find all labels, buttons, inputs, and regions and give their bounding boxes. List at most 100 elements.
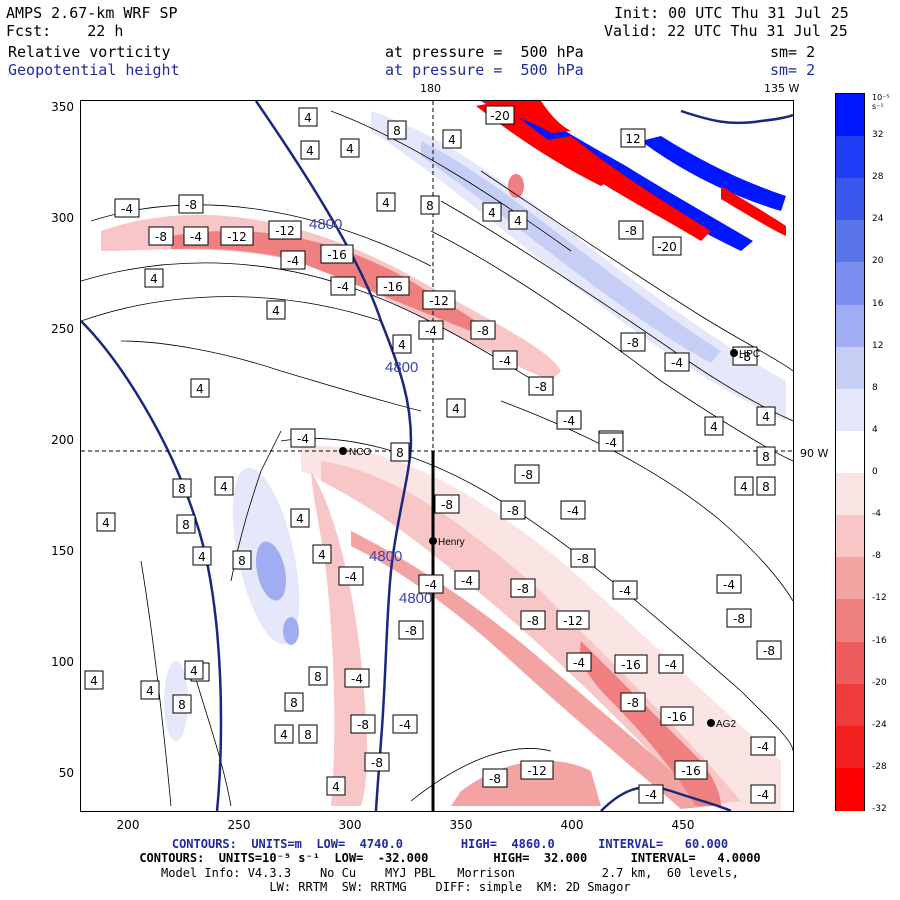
contour-label: -4 <box>750 736 776 756</box>
svg-text:-8: -8 <box>763 644 775 658</box>
svg-text:4: 4 <box>382 196 390 210</box>
mountain-vorticity <box>541 136 711 241</box>
model-title: AMPS 2.67-km WRF SP <box>6 4 178 22</box>
svg-text:-4: -4 <box>563 414 575 428</box>
colorbar-segment <box>836 178 864 222</box>
contour-label: -8 <box>434 494 460 514</box>
colorbar-segment <box>836 557 864 601</box>
svg-text:-4: -4 <box>499 354 511 368</box>
contour-label: 4 <box>192 546 212 566</box>
contour-label: -4 <box>183 226 209 246</box>
contour-label: -4 <box>330 276 356 296</box>
contour-label: 4 <box>190 378 210 398</box>
x-tick: 350 <box>449 818 473 832</box>
svg-text:-4: -4 <box>665 658 677 672</box>
contour-label: -4 <box>638 784 664 804</box>
contour-label: -8 <box>482 768 508 788</box>
colorbar-label: 12 <box>872 340 884 351</box>
contour-label: 4 <box>312 544 332 564</box>
colorbar-segment <box>836 346 864 390</box>
svg-text:-12: -12 <box>275 224 295 238</box>
station-label: AG2 <box>716 719 736 730</box>
svg-text:-16: -16 <box>667 710 687 724</box>
contour-label: 4 <box>392 334 412 354</box>
contour-label: 8 <box>756 446 776 466</box>
y-tick: 50 <box>58 766 74 780</box>
svg-text:-8: -8 <box>371 756 383 770</box>
contour-label: -4 <box>454 570 480 590</box>
contour-label: 8 <box>172 478 192 498</box>
contour-label: 4 <box>734 476 754 496</box>
colorbar-label: 20 <box>872 256 884 267</box>
pos-vorticity-blob <box>283 617 299 645</box>
contour-label: 4 <box>96 512 116 532</box>
contour-label: -16 <box>614 654 648 674</box>
height-label: 4800 <box>369 548 402 565</box>
contour-label: -4 <box>658 654 684 674</box>
colorbar-segment <box>836 430 864 475</box>
station-label: HPC <box>739 349 760 360</box>
map-panel: 4 8 4 4 4 -20 12 4 8 4 4 -8 -20 -4 -8 -8… <box>80 100 794 812</box>
svg-text:-12: -12 <box>429 294 449 308</box>
contour-label: -4 <box>664 352 690 372</box>
x-tick: 450 <box>671 818 695 832</box>
field2-level: at pressure = 500 hPa <box>385 61 584 79</box>
colorbar-label: 4 <box>872 424 878 435</box>
svg-text:-4: -4 <box>351 672 363 686</box>
contour-label: -20 <box>652 236 682 256</box>
svg-text:-4: -4 <box>671 356 683 370</box>
contour-label: 4 <box>300 140 320 160</box>
colorbar-segment <box>836 599 864 643</box>
colorbar-label: -24 <box>872 719 887 730</box>
svg-text:4: 4 <box>280 728 288 742</box>
svg-text:4: 4 <box>318 548 326 562</box>
contour-label: -8 <box>470 320 496 340</box>
contour-label: -8 <box>620 332 646 352</box>
svg-text:-8: -8 <box>739 350 751 364</box>
contour-label: 4 <box>340 138 360 158</box>
station-marker <box>429 537 437 545</box>
forecast-hour: Fcst: 22 h <box>6 22 124 40</box>
svg-text:-8: -8 <box>517 582 529 596</box>
svg-text:8: 8 <box>393 124 401 138</box>
svg-text:4: 4 <box>332 780 340 794</box>
svg-text:-4: -4 <box>605 436 617 450</box>
contour-label: -8 <box>570 548 596 568</box>
y-tick: 100 <box>51 655 74 669</box>
svg-text:4: 4 <box>146 684 154 698</box>
colorbar-label: 16 <box>872 298 884 309</box>
contour-label: 8 <box>387 120 407 140</box>
vorticity-map: 4 8 4 4 4 -20 12 4 8 4 4 -8 -20 -4 -8 -8… <box>81 101 793 811</box>
contour-label: -4 <box>114 198 140 218</box>
y-tick: 350 <box>51 100 74 114</box>
contour-label: 12 <box>620 128 646 148</box>
field1-level: at pressure = 500 hPa <box>385 43 584 61</box>
colorbar-label: -28 <box>872 761 887 772</box>
svg-text:-12: -12 <box>527 764 547 778</box>
contour-label: -4 <box>598 432 624 452</box>
contour-label: 4 <box>482 202 502 222</box>
svg-text:-8: -8 <box>507 504 519 518</box>
x-tick: 400 <box>560 818 584 832</box>
colorbar-label: -20 <box>872 677 887 688</box>
field2-name: Geopotential height <box>8 61 180 79</box>
contour-label: 8 <box>298 724 318 744</box>
svg-text:-4: -4 <box>399 718 411 732</box>
contour-label: 4 <box>326 776 346 796</box>
svg-text:-4: -4 <box>645 788 657 802</box>
contour-label: -16 <box>660 706 694 726</box>
field2-sm: sm= 2 <box>770 61 816 79</box>
valid-time: Valid: 22 UTC Thu 31 Jul 25 <box>604 22 848 40</box>
station-marker <box>707 719 715 727</box>
contour-label: -4 <box>560 500 586 520</box>
svg-text:4: 4 <box>346 142 354 156</box>
svg-text:-4: -4 <box>287 254 299 268</box>
height-contours <box>81 101 793 811</box>
field1-name: Relative vorticity <box>8 43 171 61</box>
contour-label: 4 <box>290 508 310 528</box>
svg-text:8: 8 <box>396 446 404 460</box>
station-marker <box>339 447 347 455</box>
contour-label: -8 <box>350 714 376 734</box>
contour-label: -20 <box>485 105 515 125</box>
colorbar-label: 8 <box>872 382 878 393</box>
